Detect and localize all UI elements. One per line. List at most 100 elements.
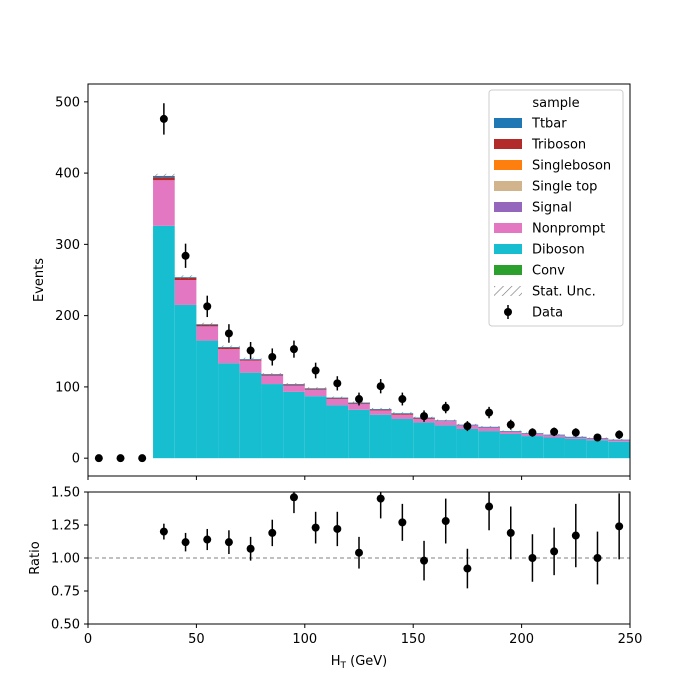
y-tick-label: 400 <box>55 167 80 182</box>
ratio-point <box>246 544 255 553</box>
bar-diboson <box>521 436 544 459</box>
legend: sample Ttbar Triboson Singleboson Single to… <box>488 89 624 327</box>
ratio-point <box>420 556 429 565</box>
bar-nonprompt <box>326 399 349 406</box>
stat-unc-bin <box>261 373 284 376</box>
data-point <box>268 352 277 361</box>
legend-swatch-ttbar <box>494 118 522 128</box>
bar-nonprompt <box>218 349 240 364</box>
legend-swatch-singleboson <box>494 160 522 170</box>
bar-diboson <box>348 409 370 459</box>
bar-diboson <box>391 418 414 459</box>
bar-nonprompt <box>304 389 327 397</box>
bar-diboson <box>499 433 522 459</box>
data-point <box>333 379 342 388</box>
data-point <box>485 408 494 417</box>
legend-label-single-top: Single top <box>532 180 597 195</box>
ratio-point <box>615 522 624 531</box>
bar-diboson <box>196 340 219 459</box>
ratio-point <box>441 517 450 526</box>
y-tick-label: 200 <box>55 309 80 324</box>
legend-label-ttbar: Ttbar <box>531 117 567 132</box>
ratio-point <box>268 528 277 537</box>
data-point <box>420 412 429 421</box>
bar-triboson <box>261 374 284 376</box>
x-tick-label: 250 <box>618 632 643 647</box>
legend-label-data: Data <box>532 306 563 321</box>
data-point <box>311 366 320 375</box>
legend-swatch-signal <box>494 202 522 212</box>
x-tick-label: 200 <box>509 632 534 647</box>
ratio-point <box>506 528 515 537</box>
data-point <box>550 427 559 436</box>
x-axis-label-sub: T <box>340 661 347 671</box>
bar-diboson <box>369 414 392 459</box>
legend-swatch-triboson <box>494 139 522 149</box>
y-tick-label: 300 <box>55 238 80 253</box>
ratio-y-axis-label: Ratio <box>28 541 43 574</box>
legend-label-singleboson: Singleboson <box>532 159 611 174</box>
stat-unc-bin <box>434 419 457 422</box>
data-point <box>94 454 103 463</box>
ratio-point <box>528 554 537 562</box>
ratio-x-ticks: 0 50 100 150 200 250 <box>84 624 643 647</box>
bar-diboson <box>456 428 479 459</box>
stat-unc-bin <box>608 438 630 441</box>
legend-swatch-diboson <box>494 244 522 254</box>
y-tick-label: 100 <box>55 380 80 395</box>
bar-triboson <box>391 413 414 415</box>
ratio-point <box>355 548 363 557</box>
legend-label-diboson: Diboson <box>532 243 585 258</box>
stat-unc-bin <box>174 275 197 279</box>
data-point <box>116 454 125 463</box>
legend-label-stat-unc-: Stat. Unc. <box>532 285 596 300</box>
stat-unc-bin <box>326 396 349 399</box>
data-point <box>398 395 407 404</box>
bar-diboson <box>239 372 262 459</box>
ratio-y-ticks: 0.50 0.75 1.00 1.25 1.50 <box>51 486 88 633</box>
data-point <box>203 302 212 311</box>
ratio-point <box>311 523 320 532</box>
stat-unc-bin <box>391 412 414 415</box>
legend-swatch-stat-unc- <box>494 286 522 296</box>
stat-unc-bin <box>218 345 240 349</box>
bar-diboson <box>434 425 457 459</box>
bar-diboson <box>543 437 565 459</box>
bar-nonprompt <box>391 414 414 419</box>
data-point <box>441 403 450 412</box>
bar-nonprompt <box>543 435 565 438</box>
stat-unc-bin <box>369 407 392 411</box>
bar-diboson <box>608 441 630 459</box>
ratio-point <box>333 524 342 533</box>
legend-title: sample <box>532 96 579 111</box>
x-axis-label: HT (GeV) <box>331 654 388 671</box>
stat-unc-bin <box>304 387 327 390</box>
bar-nonprompt <box>153 180 175 226</box>
bar-nonprompt <box>434 421 457 426</box>
ratio-point <box>463 564 472 573</box>
data-point <box>376 382 385 391</box>
legend-label-conv: Conv <box>532 264 565 279</box>
ratio-point <box>159 527 168 536</box>
bar-nonprompt <box>239 360 262 373</box>
legend-label-triboson: Triboson <box>531 138 586 153</box>
y-tick-label: 500 <box>55 95 80 110</box>
bar-nonprompt <box>478 427 500 432</box>
main-y-axis-label: Events <box>32 258 47 302</box>
data-point <box>506 420 515 429</box>
x-tick-label: 50 <box>188 632 205 647</box>
bar-diboson <box>283 391 305 459</box>
data-point <box>289 345 298 354</box>
x-axis-label-main: H <box>331 654 341 669</box>
bar-nonprompt <box>499 431 522 434</box>
bar-diboson <box>413 422 435 459</box>
ratio-point <box>224 538 233 547</box>
ratio-point <box>550 547 559 556</box>
data-point <box>246 346 255 355</box>
bar-nonprompt <box>196 326 219 341</box>
bar-diboson <box>153 225 175 459</box>
bar-diboson <box>586 440 609 459</box>
x-tick-label: 100 <box>292 632 317 647</box>
ratio-y-tick-label: 1.00 <box>51 552 80 567</box>
stacked-histogram <box>153 175 630 459</box>
